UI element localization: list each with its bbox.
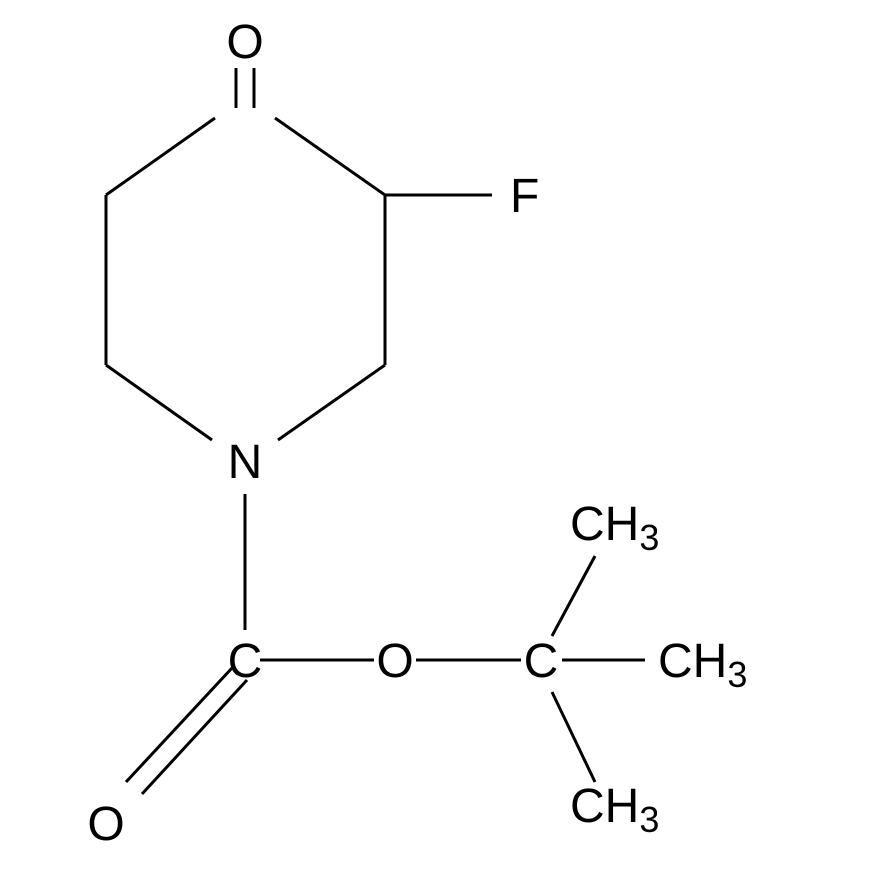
atom-ch3-right: CH3 bbox=[658, 635, 747, 695]
tbu-ch3-bottom-bond bbox=[552, 692, 595, 782]
ring-bond-4 bbox=[278, 365, 385, 440]
tbu-ch3-top-bond bbox=[552, 556, 595, 636]
carbamate-co-a bbox=[142, 680, 247, 794]
atom-o-ketone: O bbox=[226, 16, 263, 69]
atom-c-tbu: C bbox=[524, 635, 559, 688]
atom-n: N bbox=[228, 436, 263, 489]
molecule-diagram: O F N C O O C CH3 CH3 CH3 bbox=[0, 0, 890, 890]
ring-bond-1 bbox=[106, 118, 215, 195]
ring-bond-5 bbox=[106, 365, 212, 440]
atom-ch3-top: CH3 bbox=[570, 498, 659, 558]
atom-ch3-bottom: CH3 bbox=[570, 780, 659, 840]
carbamate-co-b bbox=[126, 668, 232, 782]
atom-o-carbonyl: O bbox=[87, 798, 124, 851]
atom-c-carbamate: C bbox=[228, 635, 263, 688]
atom-o-ester: O bbox=[376, 635, 413, 688]
atom-f: F bbox=[510, 170, 539, 223]
ring-bond-2 bbox=[275, 118, 385, 195]
